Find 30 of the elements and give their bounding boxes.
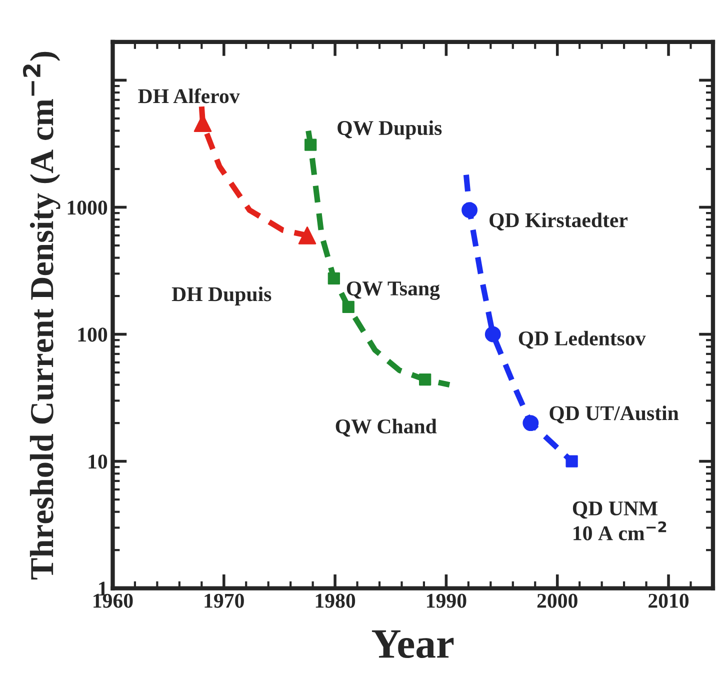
- y-tick-label: 10: [88, 454, 108, 469]
- annotation: QW Chand: [336, 418, 437, 437]
- point: [342, 300, 354, 314]
- x-tick-label: 1960: [94, 594, 133, 608]
- point: [328, 272, 340, 285]
- y-tick-label: 100: [78, 328, 108, 342]
- x-tick-label: 1970: [204, 594, 244, 608]
- annotation: QD UT/Austin: [550, 406, 679, 424]
- y-axis-title: Threshold Current Density (A cm$^{−2}$): [22, 52, 60, 580]
- point: [566, 455, 578, 468]
- point: [304, 138, 317, 151]
- annotation: QW Tsang: [346, 282, 440, 300]
- x-axis-title: Year: [372, 630, 454, 658]
- annotation: QD Ledentsov: [518, 330, 646, 349]
- annotation: DH Dupuis: [172, 286, 272, 306]
- x-tick-label: 2000: [537, 594, 578, 608]
- annotation: QD Kirstaedter: [490, 212, 628, 230]
- point: [298, 226, 316, 244]
- point: [462, 202, 478, 218]
- point: [522, 415, 539, 432]
- point: [419, 373, 432, 386]
- point: [484, 326, 501, 342]
- x-tick-label: 2010: [648, 594, 689, 608]
- x-tick-label: 1990: [427, 594, 466, 608]
- y-tick-label: 1000: [68, 200, 108, 215]
- annotation: DH Alferov: [138, 88, 240, 104]
- x-tick-label: 1980: [316, 594, 356, 608]
- annotation: QW Dupuis: [338, 120, 442, 140]
- annotation: QD UNM 10 A cm$^{−2}$: [572, 501, 666, 540]
- y-tick-label: 1: [99, 582, 107, 596]
